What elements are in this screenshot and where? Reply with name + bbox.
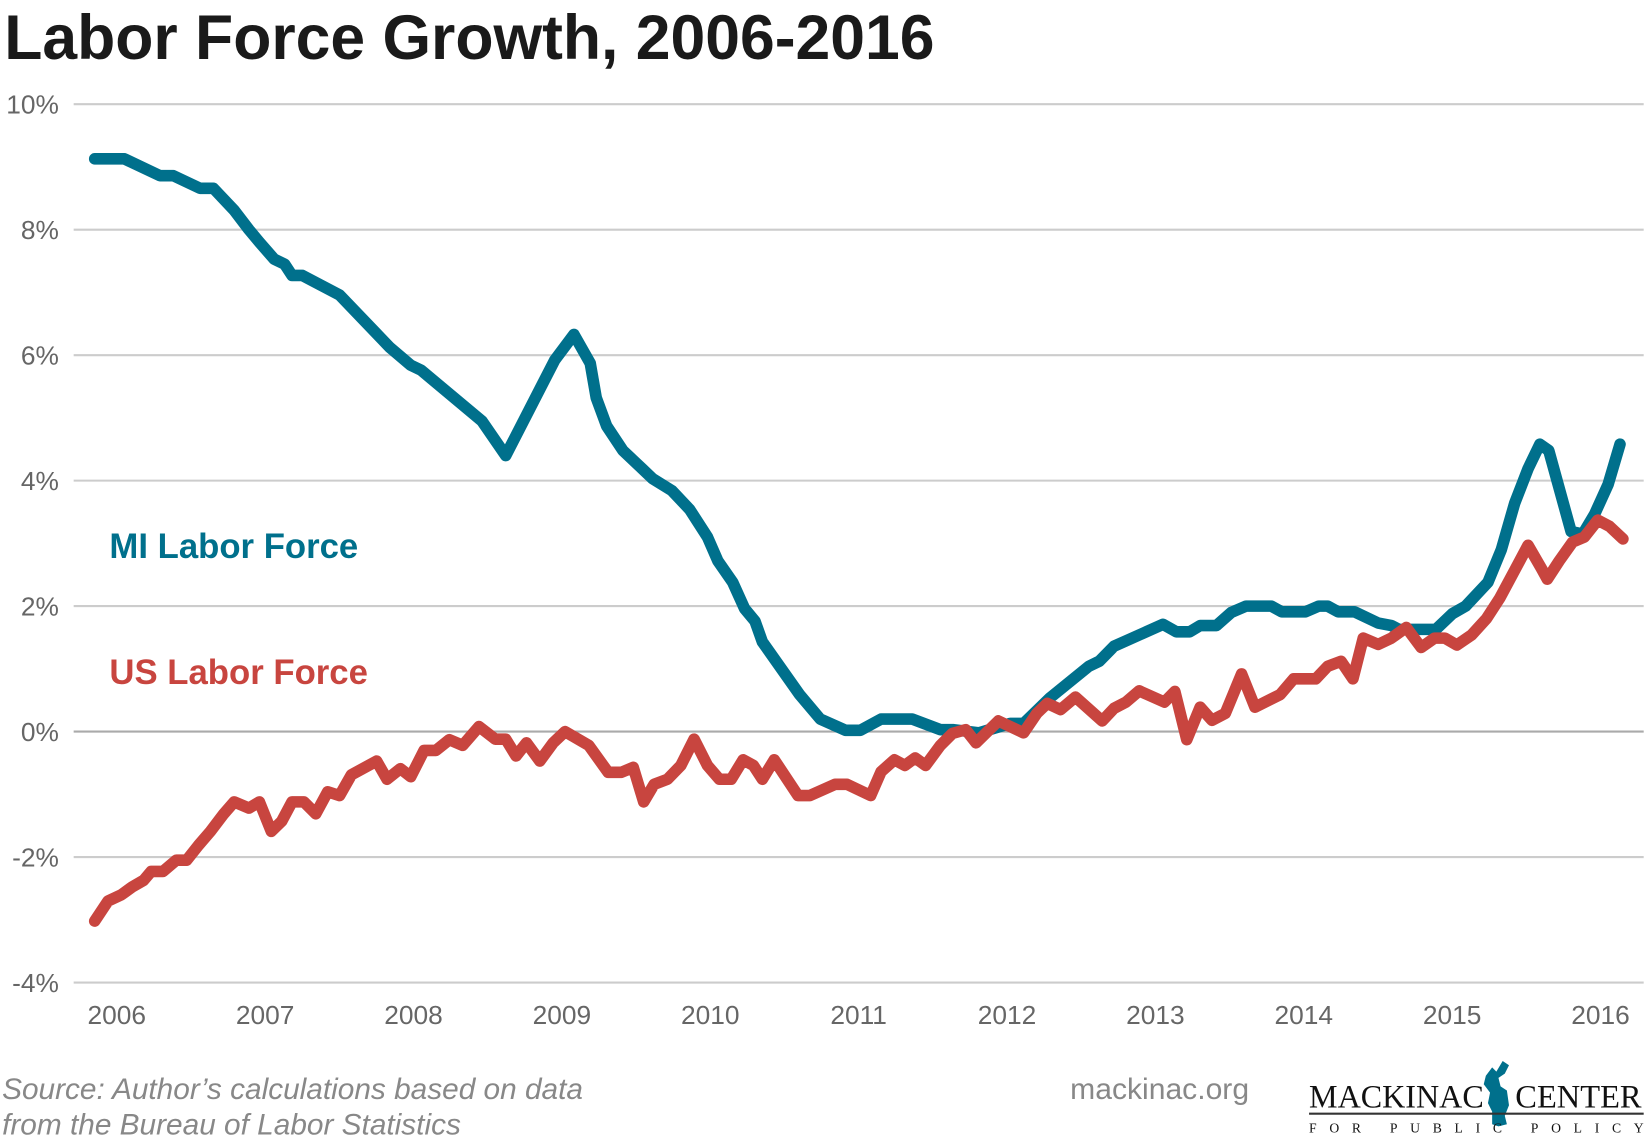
- y-tick-label: 8%: [21, 215, 59, 245]
- website-link[interactable]: mackinac.org: [1070, 1073, 1249, 1106]
- chart-title: Labor Force Growth, 2006-2016: [4, 3, 934, 73]
- y-tick-label: 0%: [21, 717, 59, 747]
- svg-text:MACKINAC: MACKINAC: [1309, 1079, 1484, 1115]
- legend-us-labor-force: US Labor Force: [109, 654, 367, 692]
- y-tick-label: 6%: [21, 341, 59, 371]
- x-tick-label: 2011: [830, 1000, 887, 1030]
- legend-mi-labor-force: MI Labor Force: [109, 528, 358, 566]
- x-tick-label: 2012: [978, 1000, 1037, 1030]
- y-tick-label: 2%: [21, 592, 59, 622]
- mackinac-center-logo: MACKINAC CENTER FOR PUBLIC POLICY: [1309, 1061, 1644, 1136]
- y-axis: 10% 8% 6% 4% 2% 0% -2% -4%: [6, 90, 59, 998]
- michigan-icon: [1483, 1061, 1509, 1127]
- plot-area: [88, 153, 1629, 927]
- source-note-line1: Source: Author’s calculations based on d…: [2, 1073, 583, 1106]
- x-tick-label: 2016: [1571, 1000, 1630, 1030]
- x-tick-label: 2014: [1275, 1000, 1334, 1030]
- x-tick-label: 2007: [236, 1000, 295, 1030]
- svg-text:CENTER: CENTER: [1515, 1079, 1642, 1115]
- x-tick-label: 2010: [681, 1000, 740, 1030]
- y-tick-label: 10%: [6, 90, 59, 120]
- svg-text:FOR PUBLIC POLICY: FOR PUBLIC POLICY: [1309, 1121, 1644, 1136]
- x-tick-label: 2008: [384, 1000, 443, 1030]
- y-tick-label: -2%: [12, 843, 59, 873]
- x-tick-label: 2009: [533, 1000, 592, 1030]
- x-axis: 2006 2007 2008 2009 2010 2011 2012 2013 2014 2015…: [88, 1000, 1630, 1030]
- series-line-mi: [88, 153, 1626, 739]
- x-tick-label: 2015: [1423, 1000, 1482, 1030]
- series-line-us: [88, 514, 1629, 927]
- y-tick-label: -4%: [12, 968, 59, 998]
- source-note-line2: from the Bureau of Labor Statistics: [2, 1109, 461, 1140]
- x-tick-label: 2006: [88, 1000, 147, 1030]
- y-tick-label: 4%: [21, 466, 59, 496]
- x-tick-label: 2013: [1126, 1000, 1185, 1030]
